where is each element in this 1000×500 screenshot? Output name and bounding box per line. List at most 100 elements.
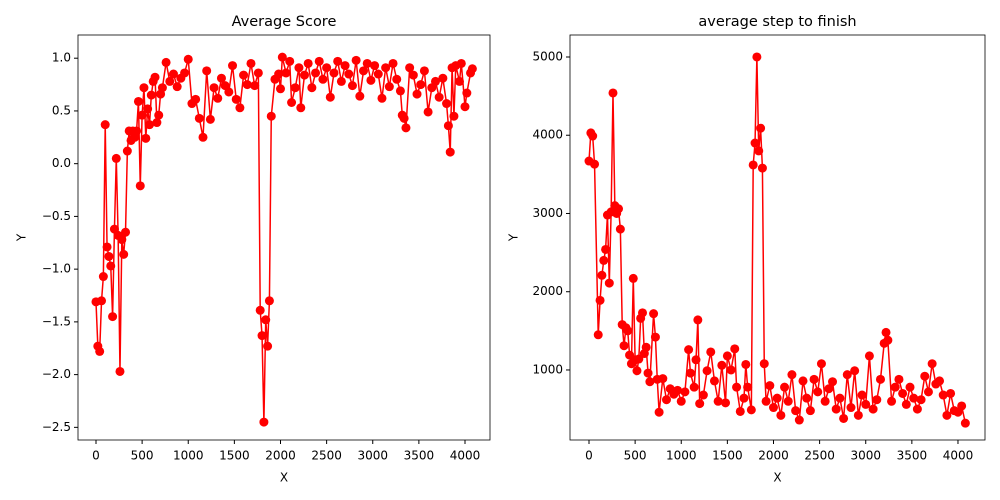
data-point [741, 359, 751, 369]
data-point [144, 120, 154, 130]
data-point [898, 388, 908, 398]
data-point [614, 204, 624, 214]
x-tick-label: 0 [585, 449, 593, 463]
data-point [593, 330, 603, 340]
data-point [401, 123, 411, 133]
data-point [730, 344, 740, 354]
data-point [794, 415, 804, 425]
data-point [377, 93, 387, 103]
data-point [274, 69, 284, 79]
data-point [119, 249, 129, 259]
data-point [336, 76, 346, 86]
data-point [759, 359, 769, 369]
data-point [333, 56, 343, 66]
data-point [322, 63, 332, 73]
data-point [325, 92, 335, 102]
data-point [820, 396, 830, 406]
x-tick-label: 1000 [666, 449, 697, 463]
data-point [726, 365, 736, 375]
data-point [392, 74, 402, 84]
data-point [787, 370, 797, 380]
data-point [590, 159, 600, 169]
data-point [689, 382, 699, 392]
x-tick-label: 2000 [758, 449, 789, 463]
data-point [709, 376, 719, 386]
data-point [180, 68, 190, 78]
y-tick-label: −0.5 [42, 209, 71, 223]
data-point [329, 68, 339, 78]
data-point [423, 107, 433, 117]
data-point [318, 74, 328, 84]
data-point [599, 255, 609, 265]
x-tick-label: 2000 [265, 449, 296, 463]
data-point [303, 58, 313, 68]
axes-frame [77, 34, 491, 441]
data-point [732, 382, 742, 392]
data-point [102, 242, 112, 252]
data-point [266, 111, 276, 121]
data-point [721, 398, 731, 408]
x-axis-label: X [280, 471, 288, 485]
data-point [942, 410, 952, 420]
data-point [456, 58, 466, 68]
data-point [717, 360, 727, 370]
data-point [685, 368, 695, 378]
data-point [191, 94, 201, 104]
data-point [434, 92, 444, 102]
data-point [263, 341, 273, 351]
data-point [104, 251, 114, 261]
data-point [920, 371, 930, 381]
data-point [927, 359, 937, 369]
data-point [673, 385, 683, 395]
data-point [632, 366, 642, 376]
data-point [139, 83, 149, 93]
chart-title: Average Score [232, 14, 337, 30]
y-tick-label: 1.0 [52, 51, 71, 65]
data-point [366, 75, 376, 85]
data-point [264, 296, 274, 306]
data-point [828, 377, 838, 387]
data-point [399, 113, 409, 123]
x-tick-label: 1500 [219, 449, 250, 463]
y-axis-label: Y [507, 233, 521, 242]
data-point [691, 355, 701, 365]
x-tick-label: 500 [131, 449, 154, 463]
data-point [842, 370, 852, 380]
data-point [430, 76, 440, 86]
data-point [846, 403, 856, 413]
data-point [395, 86, 405, 96]
data-point [813, 387, 823, 397]
data-point [890, 382, 900, 392]
data-point [912, 404, 922, 414]
data-point [881, 327, 891, 337]
data-point [115, 366, 125, 376]
data-point [97, 296, 107, 306]
data-point [299, 70, 309, 80]
data-point [216, 73, 226, 83]
x-tick-label: 500 [624, 449, 647, 463]
x-axis-label: X [773, 471, 781, 485]
x-tick-label: 1000 [173, 449, 204, 463]
data-point [242, 80, 252, 90]
data-point [340, 61, 350, 71]
data-point [419, 66, 429, 76]
data-point [628, 273, 638, 283]
data-point [757, 163, 767, 173]
y-tick-label: −1.5 [42, 314, 71, 328]
data-point [172, 82, 182, 92]
data-point [95, 346, 105, 356]
data-point [442, 99, 452, 109]
data-point [290, 83, 300, 93]
data-point [816, 359, 826, 369]
data-point [261, 315, 271, 325]
data-point [239, 70, 249, 80]
data-point [194, 113, 204, 123]
data-point [198, 132, 208, 142]
data-point [213, 93, 223, 103]
data-line [588, 56, 967, 424]
data-point [780, 382, 790, 392]
data-point [388, 58, 398, 68]
data-point [901, 399, 911, 409]
data-point [359, 66, 369, 76]
